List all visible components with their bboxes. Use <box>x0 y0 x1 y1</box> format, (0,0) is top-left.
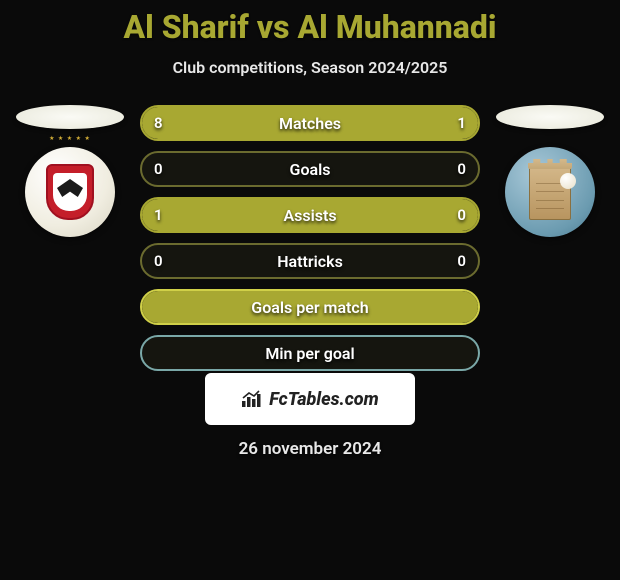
stat-left-value: 8 <box>154 114 163 132</box>
stat-left-value: 0 <box>154 160 163 178</box>
stat-right-value: 0 <box>457 160 466 178</box>
shield-icon <box>46 164 94 220</box>
branding-badge[interactable]: FcTables.com <box>205 373 415 425</box>
stat-row: 8 1 Matches <box>140 105 480 141</box>
right-player-column <box>490 105 610 237</box>
comparison-panel: ★ ★ ★ ★ ★ 8 1 Matches 0 0 Goals 1 0 Assists 0 0 Hat… <box>0 105 620 371</box>
stat-row: Goals per match <box>140 289 480 325</box>
left-player-column: ★ ★ ★ ★ ★ <box>10 105 130 237</box>
stat-right-value: 0 <box>457 206 466 224</box>
stat-row: 1 0 Assists <box>140 197 480 233</box>
stat-label: Min per goal <box>265 344 354 363</box>
eagle-icon <box>57 179 83 197</box>
left-club-badge: ★ ★ ★ ★ ★ <box>25 147 115 237</box>
subtitle: Club competitions, Season 2024/2025 <box>0 58 620 77</box>
stat-row: Min per goal <box>140 335 480 371</box>
chart-icon <box>241 390 263 408</box>
badge-stars-icon: ★ ★ ★ ★ ★ <box>25 135 115 142</box>
page-title: Al Sharif vs Al Muhannadi <box>0 0 620 46</box>
stat-left-value: 0 <box>154 252 163 270</box>
stat-label: Assists <box>283 206 336 225</box>
stat-left-value: 1 <box>154 206 163 224</box>
left-player-oval <box>16 105 124 129</box>
stat-fill-right <box>411 107 478 139</box>
stat-label: Matches <box>279 114 341 133</box>
stat-label: Goals <box>290 160 331 179</box>
stat-fill-left <box>142 107 411 139</box>
right-club-badge <box>505 147 595 237</box>
branding-label: FcTables.com <box>269 389 378 410</box>
right-player-oval <box>496 105 604 129</box>
tower-icon <box>529 164 571 220</box>
date-label: 26 november 2024 <box>0 439 620 459</box>
stat-row: 0 0 Hattricks <box>140 243 480 279</box>
stats-bars: 8 1 Matches 0 0 Goals 1 0 Assists 0 0 Hattricks Goal… <box>140 105 480 371</box>
stat-right-value: 0 <box>457 252 466 270</box>
stat-label: Hattricks <box>277 252 343 271</box>
stat-row: 0 0 Goals <box>140 151 480 187</box>
stat-right-value: 1 <box>457 114 466 132</box>
stat-label: Goals per match <box>251 298 368 317</box>
